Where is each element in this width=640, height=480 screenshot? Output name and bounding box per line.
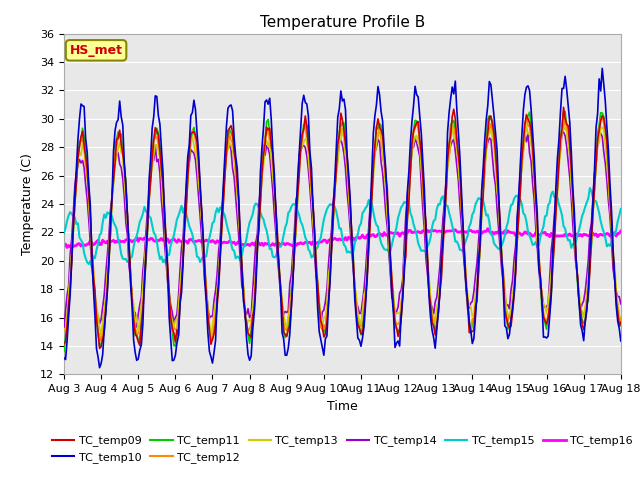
- Text: HS_met: HS_met: [70, 44, 123, 57]
- X-axis label: Time: Time: [327, 400, 358, 413]
- Title: Temperature Profile B: Temperature Profile B: [260, 15, 425, 30]
- Legend: TC_temp09, TC_temp10, TC_temp11, TC_temp12, TC_temp13, TC_temp14, TC_temp15, TC_: TC_temp09, TC_temp10, TC_temp11, TC_temp…: [47, 431, 637, 468]
- Y-axis label: Temperature (C): Temperature (C): [22, 153, 35, 255]
